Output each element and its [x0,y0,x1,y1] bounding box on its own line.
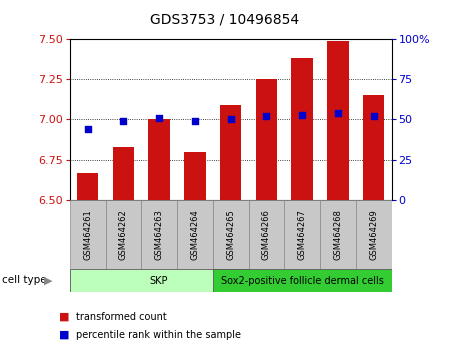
Bar [77,173,99,200]
Bar [105,200,141,269]
Bar [256,79,277,200]
Text: percentile rank within the sample: percentile rank within the sample [76,330,242,339]
Bar [141,200,177,269]
Text: SKP: SKP [150,275,168,286]
Text: ■: ■ [58,330,69,339]
Bar [70,269,248,292]
Bar [327,41,349,200]
Point [334,110,342,116]
Bar [177,200,213,269]
Point [298,112,306,118]
Text: ▶: ▶ [44,275,52,285]
Bar [213,269,392,292]
Text: GSM464267: GSM464267 [297,209,306,260]
Text: GSM464268: GSM464268 [333,209,342,260]
Bar [70,200,105,269]
Text: GSM464269: GSM464269 [369,209,378,260]
Text: transformed count: transformed count [76,312,167,322]
Bar [148,120,170,200]
Point [263,113,270,119]
Text: GSM464263: GSM464263 [155,209,164,260]
Text: GSM464261: GSM464261 [83,209,92,260]
Text: ■: ■ [58,312,69,322]
Point [370,113,377,119]
Point [156,115,163,121]
Bar [213,200,248,269]
Bar [112,147,134,200]
Point [84,126,91,132]
Bar [284,200,320,269]
Bar [220,105,241,200]
Point [120,118,127,124]
Bar [292,58,313,200]
Text: GSM464266: GSM464266 [262,209,271,260]
Bar [356,200,392,269]
Text: GSM464262: GSM464262 [119,209,128,260]
Text: GDS3753 / 10496854: GDS3753 / 10496854 [150,12,300,27]
Point [227,116,234,122]
Text: Sox2-positive follicle dermal cells: Sox2-positive follicle dermal cells [220,275,383,286]
Text: GSM464264: GSM464264 [190,209,199,260]
Bar [320,200,356,269]
Text: GSM464265: GSM464265 [226,209,235,260]
Bar [184,152,206,200]
Point [191,118,198,124]
Bar [363,95,384,200]
Text: cell type: cell type [2,275,47,285]
Bar [248,200,284,269]
